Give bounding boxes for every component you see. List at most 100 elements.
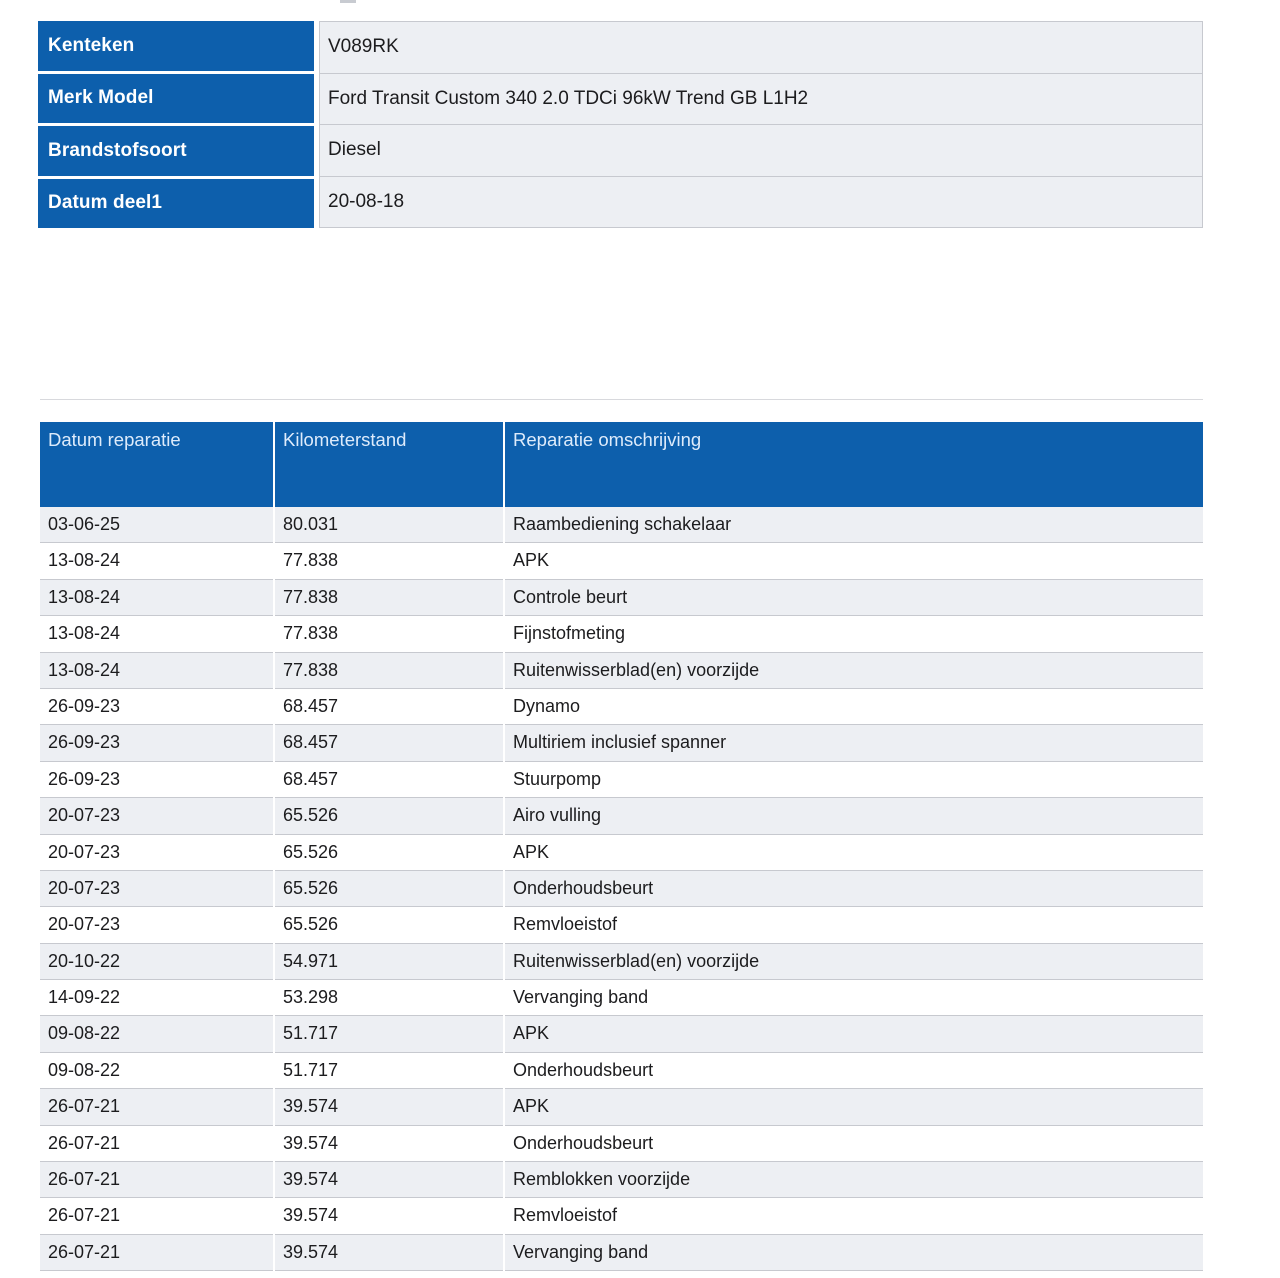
repair-date-cell: 13-08-24: [40, 543, 273, 580]
table-row: 26-07-21 39.574 Onderhoudsbeurt: [40, 1125, 1203, 1163]
kilometer-cell: 39.574: [275, 1198, 503, 1235]
description-cell: Remvloeistof: [505, 1198, 1203, 1235]
description-cell: Stuurpomp: [505, 761, 1203, 799]
description-cell: Fijnstofmeting: [505, 616, 1203, 653]
description-cell: Onderhoudsbeurt: [505, 870, 1203, 908]
description-cell: Onderhoudsbeurt: [505, 1125, 1203, 1163]
kilometer-cell: 65.526: [275, 907, 503, 944]
kilometer-cell: 54.971: [275, 943, 503, 981]
repair-date-cell: 26-07-21: [40, 1125, 273, 1163]
info-label-datum-deel1: Datum deel1: [38, 178, 314, 228]
repair-date-cell: 26-07-21: [40, 1162, 273, 1199]
kilometer-cell: 51.717: [275, 1016, 503, 1053]
kilometer-cell: 51.717: [275, 1052, 503, 1090]
repair-date-cell: 03-06-25: [40, 507, 273, 544]
table-row: 20-07-23 65.526 Onderhoudsbeurt: [40, 870, 1203, 908]
kilometer-cell: 65.526: [275, 798, 503, 835]
table-row: 26-09-23 68.457 Stuurpomp: [40, 761, 1203, 799]
kilometer-cell: 39.574: [275, 1234, 503, 1272]
repair-date-cell: 13-08-24: [40, 652, 273, 689]
repair-date-cell: 20-07-23: [40, 834, 273, 871]
description-cell: APK: [505, 1089, 1203, 1126]
repair-date-cell: 20-07-23: [40, 907, 273, 944]
description-cell: Controle beurt: [505, 579, 1203, 617]
table-row: 20-07-23 65.526 Remvloeistof: [40, 907, 1203, 944]
table-row: 26-07-21 39.574 Remvloeistof: [40, 1198, 1203, 1235]
repair-table-body: 03-06-25 80.031 Raambediening schakelaar 13…: [40, 507, 1203, 1272]
table-row: 26-07-21 39.574 Remblokken voorzijde: [40, 1162, 1203, 1199]
info-value-kenteken: V089RK: [320, 22, 1202, 74]
info-label-column: Kenteken Merk Model Brandstofsoort Datum de…: [38, 21, 314, 228]
table-row: 09-08-22 51.717 APK: [40, 1016, 1203, 1053]
description-cell: Remvloeistof: [505, 907, 1203, 944]
table-row: 13-08-24 77.838 Fijnstofmeting: [40, 616, 1203, 653]
kilometer-cell: 53.298: [275, 980, 503, 1017]
description-cell: Multiriem inclusief spanner: [505, 725, 1203, 762]
repair-date-cell: 26-07-21: [40, 1089, 273, 1126]
partial-row: [40, 1271, 1203, 1278]
repair-date-cell: 26-07-21: [40, 1198, 273, 1235]
partial-cell: [275, 1271, 503, 1278]
kilometer-cell: 77.838: [275, 616, 503, 653]
partial-cell: [40, 1271, 273, 1278]
kilometer-cell: 68.457: [275, 761, 503, 799]
table-row: 03-06-25 80.031 Raambediening schakelaar: [40, 507, 1203, 544]
repair-date-cell: 26-07-21: [40, 1234, 273, 1272]
description-cell: APK: [505, 1016, 1203, 1053]
description-cell: Ruitenwisserblad(en) voorzijde: [505, 652, 1203, 689]
description-cell: Raambediening schakelaar: [505, 507, 1203, 544]
description-cell: Onderhoudsbeurt: [505, 1052, 1203, 1090]
table-row: 13-08-24 77.838 Controle beurt: [40, 579, 1203, 617]
kilometer-cell: 39.574: [275, 1162, 503, 1199]
repair-date-cell: 14-09-22: [40, 980, 273, 1017]
repair-history-table: Datum reparatie Kilometerstand Reparatie…: [40, 422, 1203, 1278]
description-cell: Ruitenwisserblad(en) voorzijde: [505, 943, 1203, 981]
kilometer-cell: 65.526: [275, 834, 503, 871]
repair-date-cell: 26-09-23: [40, 688, 273, 726]
description-cell: APK: [505, 543, 1203, 580]
info-label-merk-model: Merk Model: [38, 73, 314, 123]
repair-date-cell: 20-10-22: [40, 943, 273, 981]
kilometer-cell: 77.838: [275, 652, 503, 689]
partial-cell: [505, 1271, 1203, 1278]
info-value-merk-model: Ford Transit Custom 340 2.0 TDCi 96kW Tr…: [320, 74, 1202, 125]
repair-table-header: Datum reparatie Kilometerstand Reparatie…: [40, 422, 1203, 507]
repair-date-cell: 09-08-22: [40, 1052, 273, 1090]
column-header-reparatie-omschrijving: Reparatie omschrijving: [505, 422, 1203, 507]
table-row: 13-08-24 77.838 Ruitenwisserblad(en) voorz…: [40, 652, 1203, 689]
repair-date-cell: 13-08-24: [40, 579, 273, 617]
description-cell: Remblokken voorzijde: [505, 1162, 1203, 1199]
table-row: 26-07-21 39.574 Vervanging band: [40, 1234, 1203, 1272]
info-label-brandstofsoort: Brandstofsoort: [38, 126, 314, 176]
info-value-column: V089RK Ford Transit Custom 340 2.0 TDCi 9…: [319, 21, 1203, 228]
vehicle-info-table: Kenteken Merk Model Brandstofsoort Datum de…: [38, 21, 1203, 228]
repair-date-cell: 26-09-23: [40, 761, 273, 799]
table-row: 26-07-21 39.574 APK: [40, 1089, 1203, 1126]
kilometer-cell: 77.838: [275, 543, 503, 580]
description-cell: APK: [505, 834, 1203, 871]
table-row: 14-09-22 53.298 Vervanging band: [40, 980, 1203, 1017]
table-row: 20-07-23 65.526 Airo vulling: [40, 798, 1203, 835]
info-value-brandstofsoort: Diesel: [320, 125, 1202, 177]
repair-date-cell: 09-08-22: [40, 1016, 273, 1053]
kilometer-cell: 68.457: [275, 725, 503, 762]
table-row: 20-10-22 54.971 Ruitenwisserblad(en) voorz…: [40, 943, 1203, 981]
kilometer-cell: 77.838: [275, 579, 503, 617]
kilometer-cell: 80.031: [275, 507, 503, 544]
info-value-datum-deel1: 20-08-18: [328, 190, 405, 212]
table-row: 26-09-23 68.457 Multiriem inclusief spanne…: [40, 725, 1203, 762]
column-header-datum-reparatie: Datum reparatie: [40, 422, 273, 507]
description-cell: Vervanging band: [505, 980, 1203, 1017]
repair-date-cell: 13-08-24: [40, 616, 273, 653]
table-row: 09-08-22 51.717 Onderhoudsbeurt: [40, 1052, 1203, 1090]
table-row: 13-08-24 77.838 APK: [40, 543, 1203, 580]
kilometer-cell: 39.574: [275, 1089, 503, 1126]
repair-date-cell: 20-07-23: [40, 870, 273, 908]
description-cell: Airo vulling: [505, 798, 1203, 835]
kilometer-cell: 68.457: [275, 688, 503, 726]
kilometer-cell: 39.574: [275, 1125, 503, 1163]
table-top-line: [40, 399, 1203, 400]
kilometer-cell: 65.526: [275, 870, 503, 908]
table-row: 20-07-23 65.526 APK: [40, 834, 1203, 871]
